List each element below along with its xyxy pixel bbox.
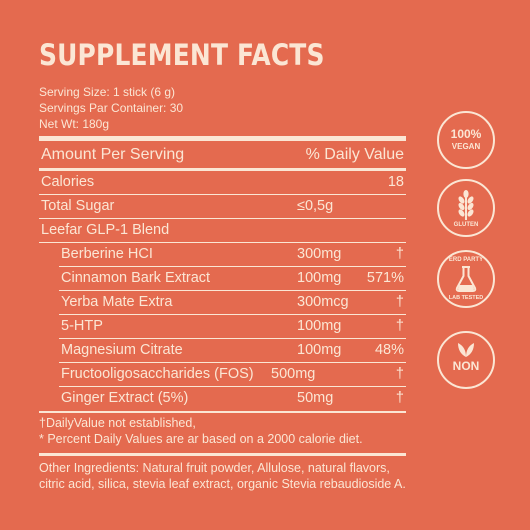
non-gmo-badge: NON: [437, 331, 495, 389]
row-divider: [59, 362, 406, 363]
row-divider: [59, 314, 406, 315]
row-dv: 571%: [366, 270, 404, 286]
row-label: Leefar GLP-1 Blend: [41, 222, 170, 238]
row-dv: †: [395, 390, 404, 406]
row-amount: 300mg: [297, 246, 342, 262]
row-label: Fructooligosaccharides (FOS): [61, 366, 254, 382]
vegan-badge: 100% VEGAN: [437, 111, 495, 169]
thick-rule-bottom: [39, 411, 406, 413]
ingredients-rule: [39, 453, 406, 456]
flask-icon: [455, 266, 477, 292]
row-amount: 100mg: [297, 342, 342, 358]
row-magnesium: Magnesium Citrate 100mg 48%: [39, 339, 406, 363]
row-berberine: Berberine HCI 300mg †: [39, 243, 406, 267]
lab-badge-bottom-text: LAB TESTED: [448, 295, 484, 301]
panel-title: SUPPLEMENT FACTS: [39, 38, 325, 72]
row-label: Magnesium Citrate: [61, 342, 183, 358]
row-divider: [59, 386, 406, 387]
row-dv: †: [395, 366, 404, 382]
daily-value-header: % Daily Value: [305, 146, 404, 163]
other-ingredients: Other Ingredients: Natural fruit powder,…: [39, 460, 409, 492]
thick-rule-top: [39, 136, 406, 141]
serving-size: Serving Size: 1 stick (6 g): [39, 85, 176, 99]
row-label: Yerba Mate Extra: [61, 294, 173, 310]
row-amount: 100mg: [297, 270, 342, 286]
vegan-badge-label: VEGAN: [451, 142, 481, 151]
row-dv: †: [395, 246, 404, 262]
lab-badge-top-text: ERD PARTY: [448, 257, 484, 263]
row-fos: Fructooligosaccharides (FOS) 500mg †: [39, 363, 406, 387]
row-amount: 50mg: [297, 390, 334, 406]
leaf-icon: [458, 343, 474, 357]
amount-per-serving-header: Amount Per Serving: [41, 146, 185, 163]
row-blend: Leefar GLP-1 Blend: [39, 219, 406, 243]
row-amount: ≤0,5g: [297, 198, 334, 214]
row-dv: 18: [387, 174, 404, 190]
row-label: Ginger Extract (5%): [61, 390, 189, 406]
facts-header-row: Amount Per Serving % Daily Value: [39, 142, 406, 169]
lab-tested-badge: ERD PARTY LAB TESTED: [437, 250, 495, 308]
row-amount: 100mg: [297, 318, 342, 334]
row-total-sugar: Total Sugar ≤0,5g: [39, 195, 406, 219]
row-ginger: Ginger Extract (5%) 50mg †: [39, 387, 406, 411]
row-label: 5-HTP: [61, 318, 103, 334]
row-divider: [39, 218, 406, 219]
row-cinnamon: Cinnamon Bark Extract 100mg 571%: [39, 267, 406, 291]
row-divider: [39, 194, 406, 195]
row-dv: †: [395, 318, 404, 334]
footnote-dagger: †DailyValue not established,: [39, 416, 196, 430]
ingredients-text: Natural fruit powder, Allulose, natural …: [39, 461, 406, 491]
row-divider: [39, 242, 406, 243]
non-badge-label: NON: [452, 359, 480, 373]
row-label: Total Sugar: [41, 198, 115, 214]
vegan-badge-percent: 100%: [450, 127, 482, 141]
row-calories: Calories 18: [39, 171, 406, 195]
header-rule: [39, 168, 406, 171]
row-divider: [59, 266, 406, 267]
wheat-icon: [458, 190, 474, 220]
gluten-badge-label: GLUTEN: [453, 222, 479, 228]
gluten-badge: GLUTEN: [437, 179, 495, 237]
ingredients-label: Other Ingredients:: [39, 461, 140, 475]
row-amount: 300mcg: [297, 294, 349, 310]
row-amount: 500mg: [271, 366, 316, 382]
row-label: Berberine HCI: [61, 246, 153, 262]
footnote-asterisk: * Percent Daily Values are ar based on a…: [39, 432, 363, 446]
row-label: Cinnamon Bark Extract: [61, 270, 211, 286]
row-label: Calories: [41, 174, 95, 190]
row-yerba-mate: Yerba Mate Extra 300mcg †: [39, 291, 406, 315]
servings-per-container: Servings Par Container: 30: [39, 101, 184, 115]
net-weight: Net Wt: 180g: [39, 117, 110, 131]
row-divider: [59, 290, 406, 291]
row-divider: [59, 338, 406, 339]
row-dv: †: [395, 294, 404, 310]
row-dv: 48%: [374, 342, 404, 358]
row-5htp: 5-HTP 100mg †: [39, 315, 406, 339]
